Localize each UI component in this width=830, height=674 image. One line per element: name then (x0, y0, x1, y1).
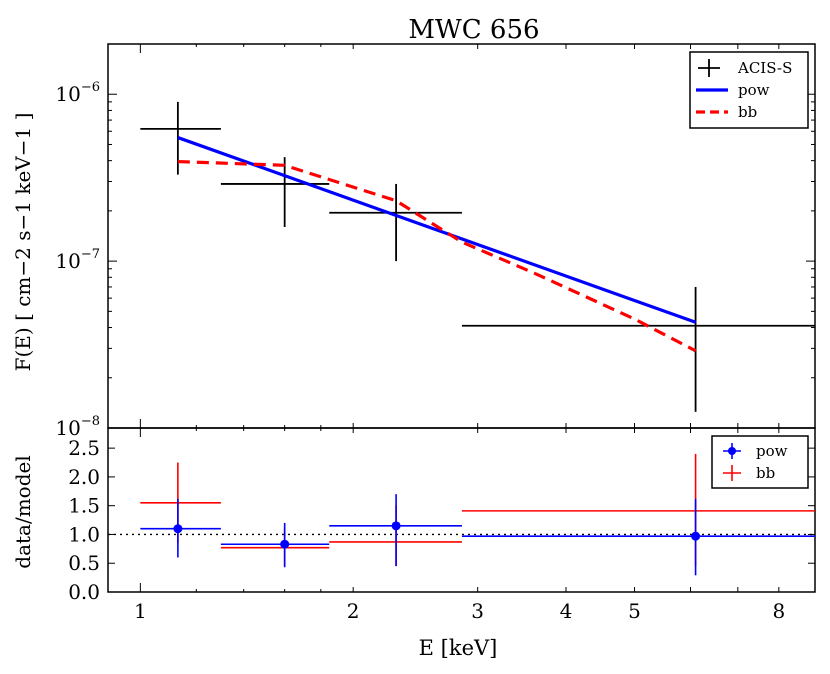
x-axis-label: E [keV] (419, 636, 498, 660)
legend-pow-dot (728, 447, 736, 455)
x-tick-label: 2 (347, 599, 360, 623)
ratio-y-tick-label: 1.5 (68, 494, 100, 518)
ratio-panel: 0.0 0.5 1.0 1.5 2.0 2.5 1 2 3 4 5 8 pow bb (68, 427, 816, 623)
legend-pow-label: pow (756, 442, 788, 460)
legend-pow-label: pow (738, 81, 770, 99)
ratio-panel-frame (107, 427, 816, 593)
ratio-y-tick-label: 2.0 (68, 465, 100, 489)
flux-y-tick-label: 10−6 (55, 80, 100, 106)
x-tick-label: 1 (134, 599, 147, 623)
pow-ratio-point (391, 521, 401, 531)
x-tick-label: 4 (560, 599, 573, 623)
y-axis-label-ratio: data/model (11, 455, 35, 568)
x-tick-label: 3 (471, 599, 484, 623)
flux-y-tick-label: 10−8 (55, 414, 100, 440)
x-tick-label: 5 (628, 599, 641, 623)
pow-model-line (177, 136, 697, 324)
pow-ratio-point (173, 524, 183, 534)
pow-ratio-point (691, 531, 701, 541)
bb-model-line (177, 159, 697, 353)
ratio-y-tick-label: 1.0 (68, 522, 100, 546)
ratio-y-tick-label: 0.5 (68, 551, 100, 575)
pow-ratio-point (280, 539, 290, 549)
x-tick-label: 8 (772, 599, 785, 623)
y-axis-label-flux: F(E) [ cm−2 s−1 keV−1 ] (11, 113, 35, 372)
chart-title: MWC 656 (408, 15, 539, 45)
legend-bb-label: bb (738, 103, 757, 121)
legend-bb-label: bb (756, 464, 775, 482)
ratio-y-tick-label: 0.0 (68, 580, 100, 604)
flux-panel: 10−6 10−7 10−8 ACIS-S pow bb (55, 43, 816, 440)
ratio-y-tick-label: 2.5 (68, 436, 100, 460)
ratio-legend-box (711, 435, 809, 489)
flux-y-tick-label: 10−7 (55, 247, 100, 273)
legend-ACIS-S-label: ACIS-S (737, 59, 792, 77)
